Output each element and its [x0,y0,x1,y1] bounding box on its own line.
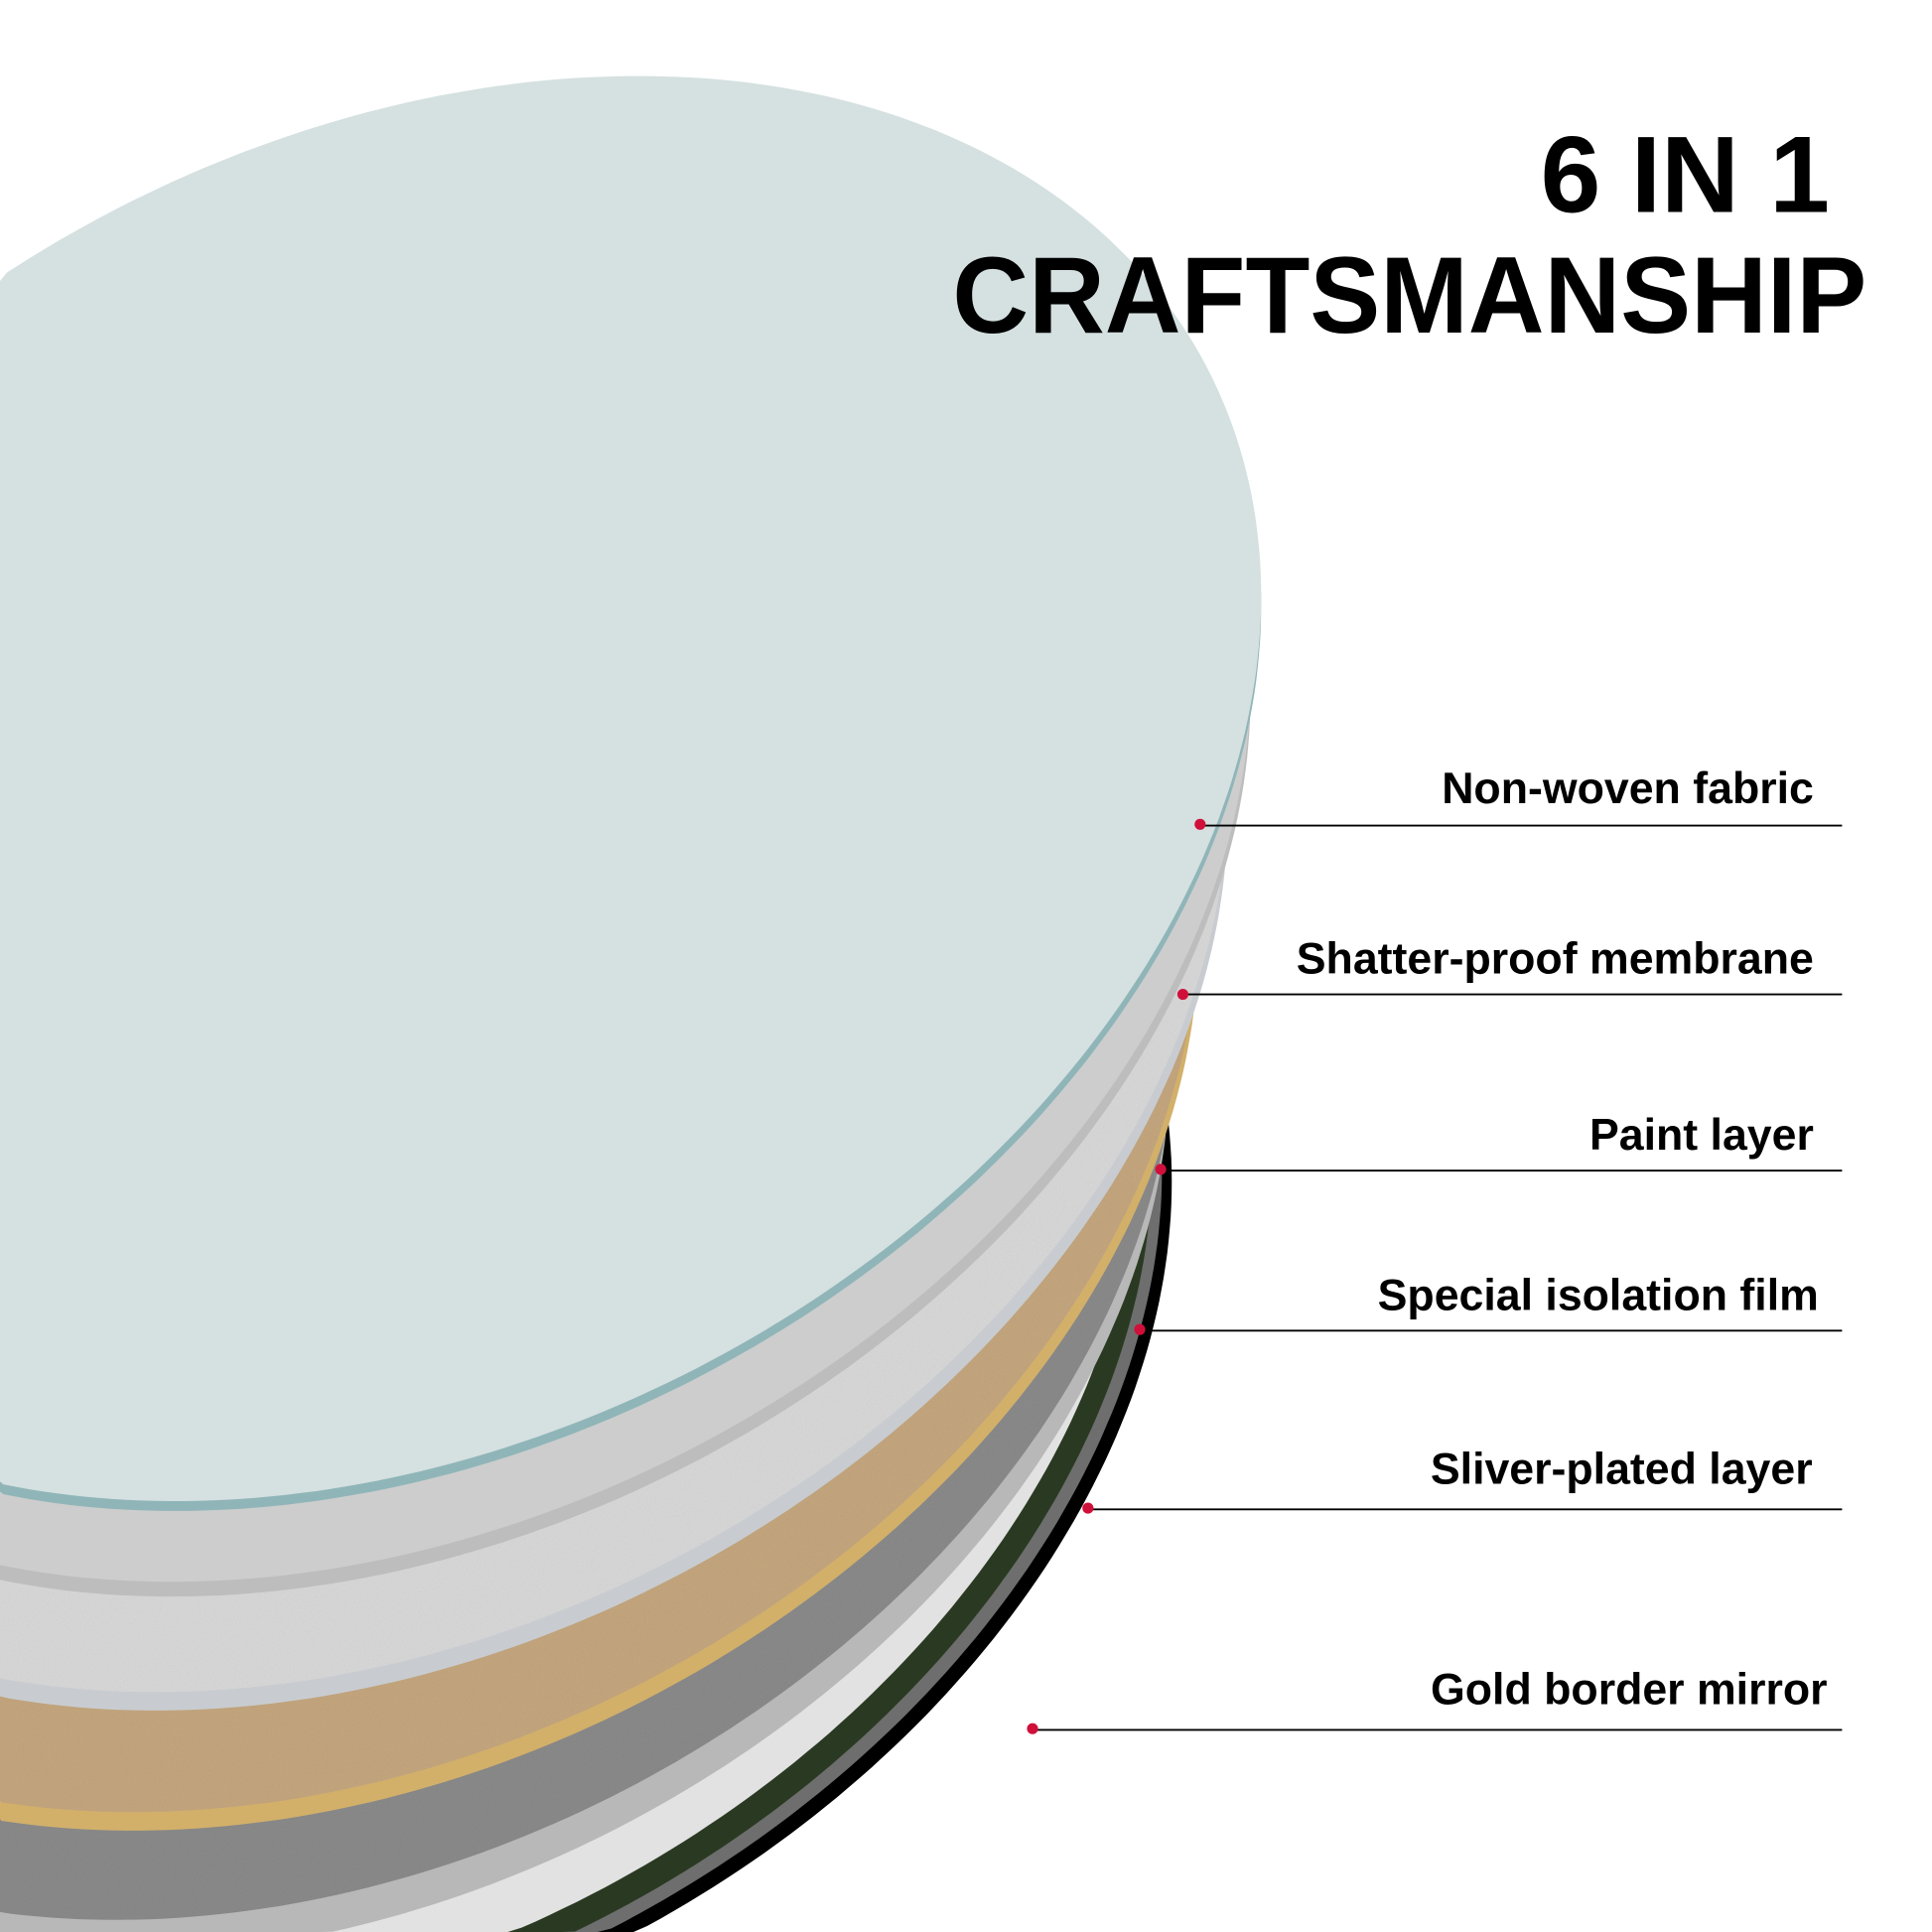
title-line-1: 6 IN 1 [1541,114,1830,235]
callout-label: Sliver-plated layer [1431,1445,1813,1493]
callout-sliver-plated-layer: Sliver-plated layer [1082,1445,1843,1514]
callout-special-isolation-film: Special isolation film [1134,1271,1843,1335]
marker-dot [1155,1164,1167,1175]
callout-shatter-proof-membrane: Shatter-proof membrane [1176,934,1843,1001]
marker-dot [1194,818,1206,830]
callout-paint-layer: Paint layer [1155,1111,1843,1175]
callout-label: Special isolation film [1378,1271,1819,1319]
non-woven-fabric-top-layer [0,75,1262,1501]
callout-label: Non-woven fabric [1442,764,1814,813]
callout-label: Gold border mirror [1431,1665,1827,1714]
title-line-2: CRAFTSMANSHIP [952,235,1866,356]
callout-label: Shatter-proof membrane [1297,934,1814,983]
marker-dot [1176,988,1189,1001]
marker-dot [1134,1323,1146,1335]
marker-dot [1027,1723,1038,1734]
callout-gold-border-mirror: Gold border mirror [1027,1665,1843,1734]
callout-label: Paint layer [1589,1111,1814,1160]
callout-non-woven-fabric: Non-woven fabric [1194,764,1843,830]
marker-dot [1082,1502,1094,1514]
